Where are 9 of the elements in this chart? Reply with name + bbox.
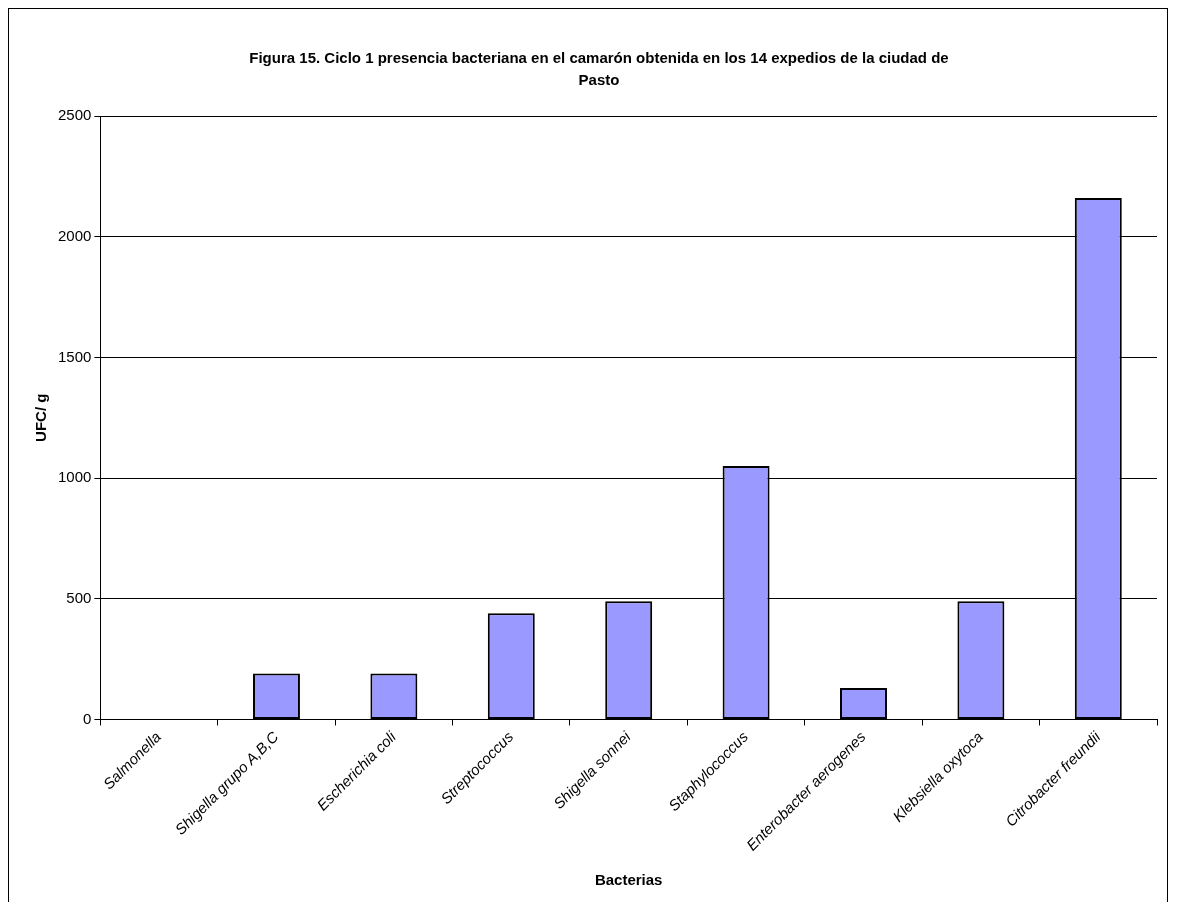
y-tick-label: 2500 [57, 106, 92, 124]
y-tick-label: 500 [66, 588, 92, 606]
chart-title: Figura 15. Ciclo 1 presencia bacteriana en el camarón obtenida en los 14 expedios de la ciudad de Pasto [249, 48, 949, 90]
y-axis-title: UFC/ g [32, 393, 50, 442]
y-tick-label: 2000 [57, 226, 92, 244]
x-axis-title: Bacterias [594, 871, 663, 889]
y-tick-label: 0 [83, 709, 92, 727]
y-tick-label: 1500 [57, 347, 92, 365]
y-tick-label: 1000 [57, 468, 92, 486]
